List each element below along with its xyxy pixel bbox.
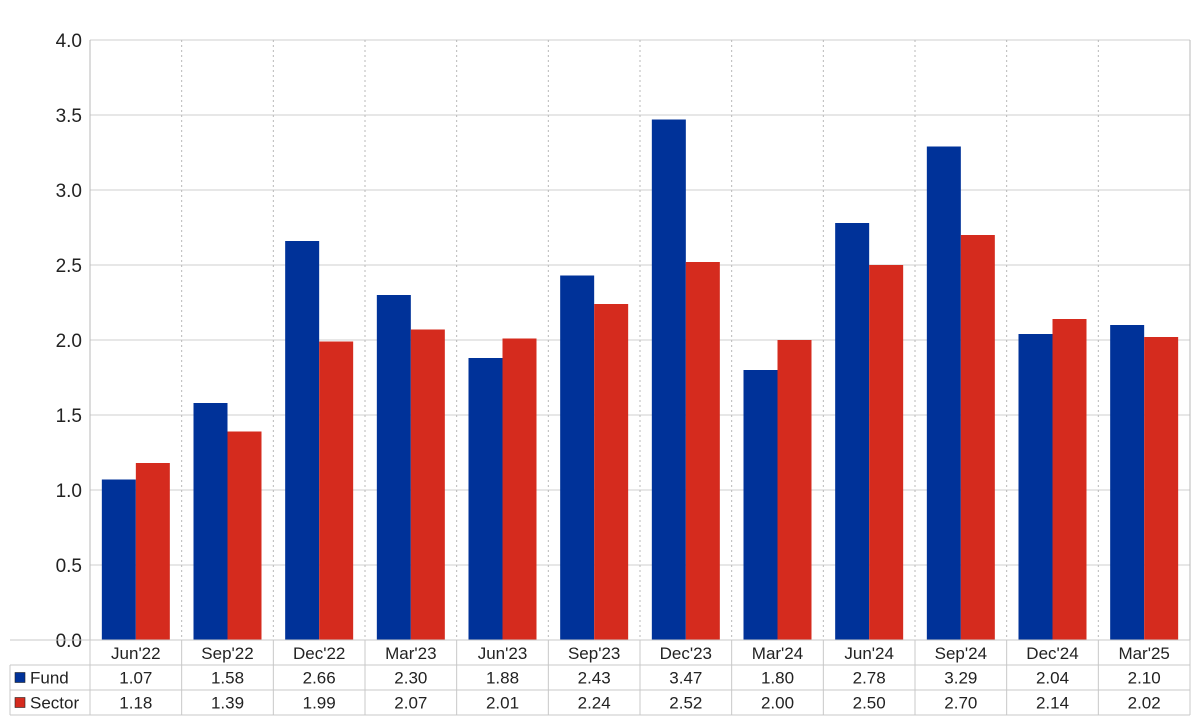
data-table: Jun'22 Sep'22 Dec'22 Mar'23 Jun'23 Sep'23 Dec'… — [9, 639, 1191, 716]
table-cell: 2.30 — [394, 669, 427, 688]
bar-sector — [869, 265, 904, 640]
bar-sector — [319, 341, 354, 640]
bars — [101, 119, 1179, 640]
bar-fund — [651, 119, 686, 640]
x-tick-label: Mar'25 — [1118, 644, 1169, 663]
table-cell: 3.29 — [944, 669, 977, 688]
table-cell: 2.24 — [578, 694, 611, 713]
legend-label: Sector — [30, 694, 79, 713]
bar-sector — [594, 304, 629, 640]
table-cell: 2.70 — [944, 694, 977, 713]
bar-fund — [193, 403, 228, 640]
table-cell: 1.39 — [211, 694, 244, 713]
y-tick-label: 2.5 — [56, 256, 82, 277]
y-tick-label: 0.5 — [56, 556, 82, 577]
x-tick-label: Dec'24 — [1026, 644, 1078, 663]
y-axis: 0.0 0.5 1.0 1.5 2.0 2.5 3.0 3.5 4.0 — [56, 31, 82, 652]
bar-sector — [1052, 319, 1087, 640]
legend-swatch-sector — [14, 697, 26, 708]
bar-sector — [777, 340, 812, 640]
legend-label: Fund — [30, 669, 69, 688]
bar-fund — [468, 358, 503, 640]
table-cell: 2.43 — [578, 669, 611, 688]
x-tick-label: Mar'23 — [385, 644, 436, 663]
bar-fund — [1018, 334, 1053, 640]
table-cell: 2.10 — [1128, 669, 1161, 688]
table-cell: 2.78 — [853, 669, 886, 688]
y-tick-label: 2.0 — [56, 331, 82, 352]
gridlines — [89, 39, 1191, 641]
table-cell: 2.02 — [1128, 694, 1161, 713]
bar-fund — [560, 275, 595, 640]
table-cell: 2.07 — [394, 694, 427, 713]
y-tick-label: 1.0 — [56, 481, 82, 502]
bar-fund — [101, 479, 136, 640]
table-cell: 2.04 — [1036, 669, 1069, 688]
table-cell: 3.47 — [669, 669, 702, 688]
y-tick-label: 3.0 — [56, 181, 82, 202]
x-tick-label: Jun'23 — [478, 644, 528, 663]
table-cell: 1.80 — [761, 669, 794, 688]
x-tick-label: Mar'24 — [752, 644, 803, 663]
bar-fund — [285, 241, 320, 640]
bar-fund — [376, 295, 411, 640]
x-tick-label: Dec'23 — [660, 644, 712, 663]
bar-sector — [410, 329, 445, 640]
table-cell: 2.66 — [303, 669, 336, 688]
legend-swatch-fund — [14, 672, 26, 683]
bar-fund — [926, 146, 961, 640]
x-tick-label: Jun'24 — [844, 644, 894, 663]
y-tick-label: 1.5 — [56, 406, 82, 427]
y-tick-label: 4.0 — [56, 31, 82, 52]
bar-sector — [502, 338, 537, 640]
y-tick-label: 0.0 — [56, 631, 82, 652]
table-cell: 1.58 — [211, 669, 244, 688]
bar-fund — [1110, 325, 1145, 640]
table-cell: 1.99 — [303, 694, 336, 713]
table-cell: 1.18 — [119, 694, 152, 713]
bar-sector — [960, 235, 995, 640]
table-cell: 2.01 — [486, 694, 519, 713]
table-cell: 2.14 — [1036, 694, 1069, 713]
bar-sector — [685, 262, 720, 640]
table-cell: 1.07 — [119, 669, 152, 688]
table-cell: 1.88 — [486, 669, 519, 688]
x-tick-label: Jun'22 — [111, 644, 161, 663]
bar-fund — [743, 370, 778, 640]
bar-sector — [227, 431, 262, 640]
x-tick-label: Sep'22 — [201, 644, 253, 663]
table-cell: 2.00 — [761, 694, 794, 713]
bar-sector — [135, 463, 170, 640]
y-tick-label: 3.5 — [56, 106, 82, 127]
x-tick-label: Dec'22 — [293, 644, 345, 663]
table-cell: 2.52 — [669, 694, 702, 713]
bar-fund — [835, 223, 870, 640]
x-tick-label: Sep'24 — [935, 644, 987, 663]
x-tick-label: Sep'23 — [568, 644, 620, 663]
bar-sector — [1144, 337, 1179, 640]
table-cell: 2.50 — [853, 694, 886, 713]
